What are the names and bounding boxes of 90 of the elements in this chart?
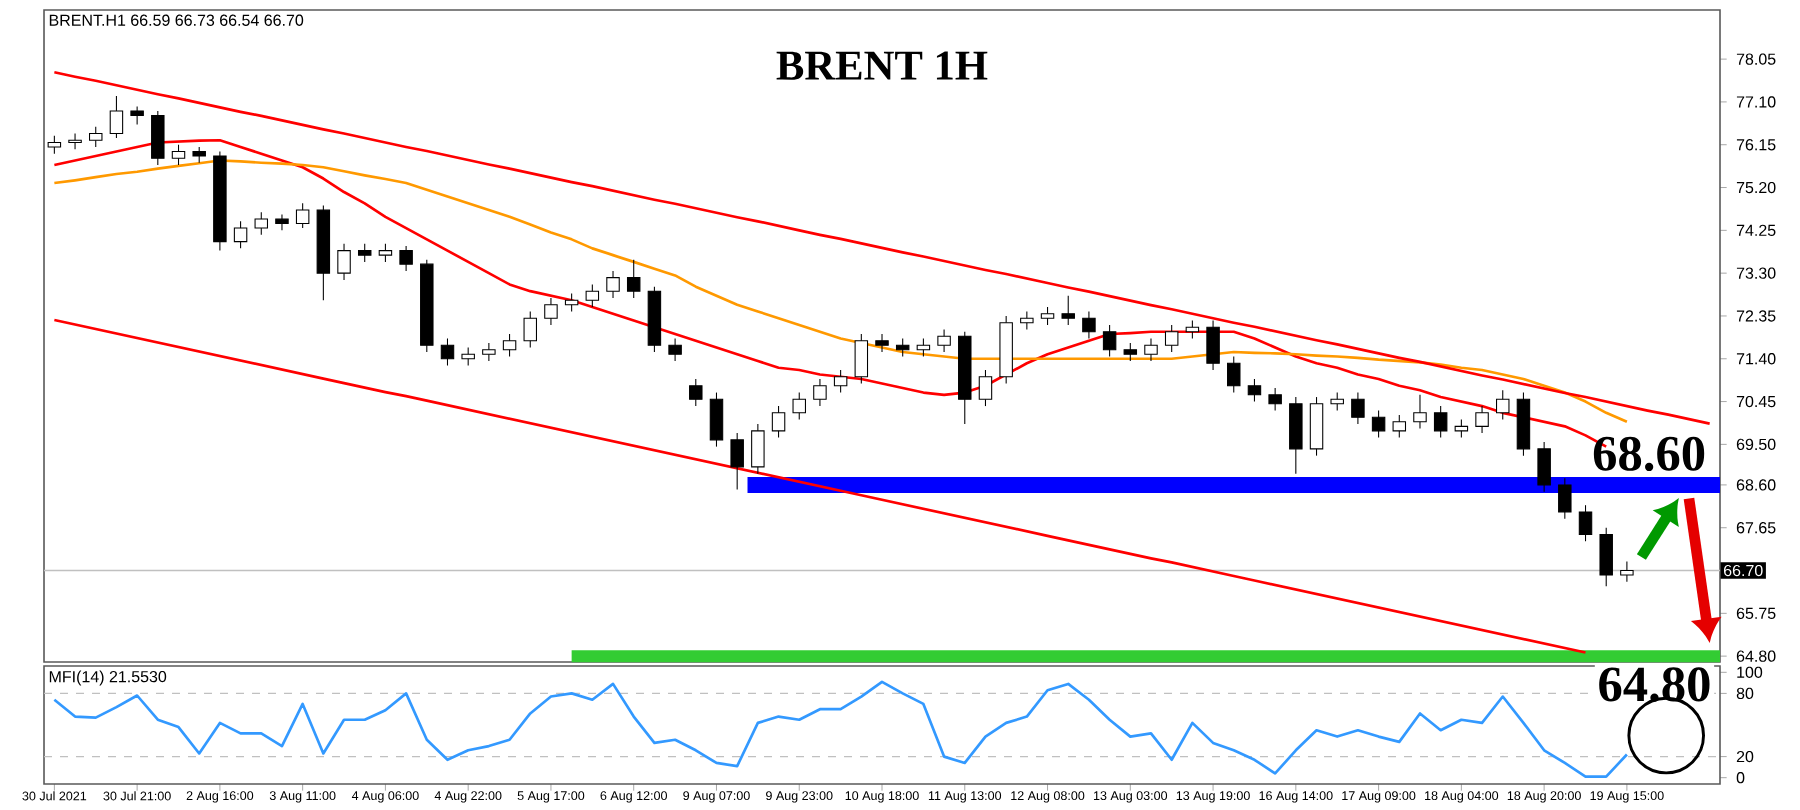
y-tick-label: 76.15	[1736, 139, 1776, 151]
candlestick	[1392, 414, 1407, 439]
candlestick	[1537, 441, 1551, 493]
candlestick	[1599, 527, 1613, 587]
candlestick	[771, 405, 786, 439]
candlestick	[1020, 310, 1034, 331]
candlestick	[295, 202, 310, 229]
candlestick	[1496, 389, 1510, 421]
y-tick-label: 73.30	[1736, 267, 1776, 279]
candlestick	[1144, 337, 1158, 362]
y-tick-label: 72.35	[1736, 310, 1776, 322]
candlestick	[109, 95, 124, 139]
candlestick	[1268, 387, 1282, 412]
candlestick	[709, 392, 724, 448]
candlestick	[751, 423, 765, 475]
y-tick-label: 80	[1736, 687, 1754, 700]
candlestick	[1247, 378, 1262, 403]
candlestick	[1289, 396, 1303, 475]
candlestick	[1102, 324, 1117, 358]
candlestick	[813, 378, 827, 407]
candlestick	[668, 337, 682, 362]
ref-line-label: 66.70	[1724, 564, 1763, 577]
candlestick	[233, 220, 248, 249]
candlestick	[130, 105, 144, 125]
y-tick-label: 65.75	[1736, 607, 1776, 620]
candlestick	[482, 342, 496, 362]
candlestick	[151, 110, 165, 166]
candlestick	[1578, 504, 1593, 542]
candlestick	[1454, 419, 1469, 439]
candlestick	[1309, 396, 1324, 457]
y-tick-label: 78.05	[1736, 53, 1776, 65]
candlestick	[730, 432, 744, 490]
candlestick	[689, 378, 703, 407]
candlestick	[875, 333, 889, 353]
y-tick-label: 67.65	[1736, 522, 1776, 534]
candlestick	[68, 132, 82, 150]
y-tick-label: 64.80	[1736, 650, 1776, 662]
candlestick	[357, 243, 372, 263]
candlestick	[1475, 405, 1489, 434]
candlestick	[606, 270, 620, 299]
candlestick	[1227, 355, 1241, 394]
y-tick-label: 75.20	[1736, 181, 1776, 194]
y-tick-label: 100	[1737, 666, 1763, 678]
y-tick-label: 68.60	[1736, 479, 1776, 491]
candlestick	[1413, 394, 1427, 430]
y-tick-label: 69.50	[1736, 438, 1776, 451]
candlestick	[544, 297, 558, 326]
candlestick	[1164, 324, 1179, 353]
candlestick	[1330, 392, 1344, 412]
candlestick	[1371, 410, 1386, 439]
candlestick	[1620, 560, 1634, 583]
ref-line-label: 68.60	[1593, 436, 1705, 472]
candlestick	[1558, 477, 1572, 520]
candlestick	[254, 211, 269, 236]
candlestick	[378, 243, 393, 263]
candlestick	[1351, 392, 1365, 425]
candlestick	[1123, 342, 1138, 362]
chart-title: MFI(14) 21.5530	[49, 670, 167, 686]
text: BRENT 1H	[776, 51, 988, 80]
y-tick-label: 20	[1736, 750, 1754, 763]
candlestick	[895, 337, 910, 358]
candlestick	[1082, 310, 1096, 340]
y-tick-label: 71.40	[1736, 353, 1776, 365]
annotation: BRENT.H1 66.59 66.73 66.54 66.70	[49, 14, 304, 26]
ref-line-label: 64.80	[1599, 667, 1710, 702]
candlestick	[523, 310, 538, 349]
candlestick	[585, 283, 600, 308]
candlestick	[978, 369, 993, 407]
candlestick	[337, 243, 351, 281]
candlestick	[502, 333, 517, 358]
candlestick	[1206, 319, 1220, 371]
candlestick	[275, 214, 289, 231]
candlestick	[1061, 295, 1075, 326]
y-tick-label: 70.45	[1736, 395, 1776, 408]
candlestick	[88, 126, 103, 148]
candlestick	[1040, 306, 1055, 326]
y-tick-label: 0	[1736, 772, 1745, 784]
candlestick	[626, 259, 641, 299]
candlestick	[440, 337, 455, 367]
candlestick	[461, 346, 475, 367]
candlestick	[937, 328, 951, 353]
y-tick-label: 77.10	[1736, 96, 1776, 108]
candlestick	[1433, 405, 1448, 439]
candlestick	[792, 392, 806, 421]
candlestick	[47, 135, 62, 155]
candlestick	[854, 333, 869, 385]
y-tick-label: 74.25	[1736, 224, 1776, 237]
candlestick	[399, 245, 413, 272]
candlestick	[171, 144, 186, 166]
candlestick	[833, 369, 848, 394]
